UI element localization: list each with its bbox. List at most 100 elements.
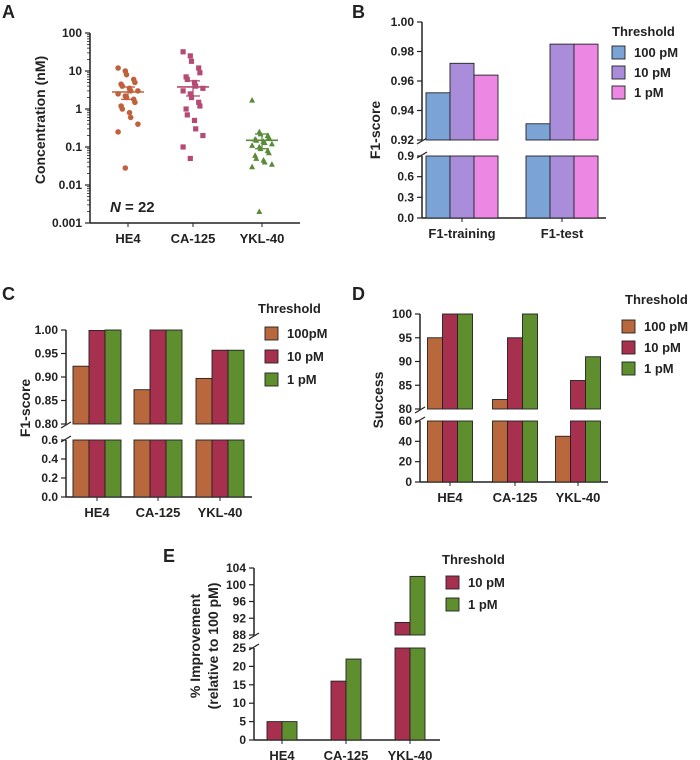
axis-break-mark bbox=[60, 435, 72, 443]
y-tick-label: 20 bbox=[233, 659, 247, 673]
panel-label-e: E bbox=[163, 546, 175, 566]
panel-b-legend-title: Threshold bbox=[612, 24, 675, 39]
panel-a-y-tick-label: 10 bbox=[69, 64, 83, 78]
n-annotation: N = 22 bbox=[110, 199, 155, 216]
bar-lower bbox=[522, 420, 538, 483]
legend-label: 1 pM bbox=[468, 597, 498, 612]
bar-lower bbox=[507, 420, 523, 483]
y-tick-label: 100 bbox=[392, 307, 412, 321]
y-tick-label: 96 bbox=[233, 595, 247, 609]
legend-label: 10 pM bbox=[644, 340, 681, 355]
bar-upper bbox=[195, 377, 213, 425]
bar-lower bbox=[585, 420, 601, 483]
bar-upper bbox=[507, 337, 523, 410]
y-tick-label: 95 bbox=[399, 331, 413, 345]
y-tick-label: 90 bbox=[399, 355, 413, 369]
y-tick-label: 0.90 bbox=[35, 370, 59, 384]
data-point bbox=[196, 65, 202, 71]
category-label: CA-125 bbox=[136, 505, 181, 520]
bar-lower bbox=[473, 155, 499, 219]
axis-break-mark bbox=[248, 632, 260, 640]
panel-label-b: B bbox=[352, 2, 365, 22]
data-point bbox=[180, 49, 186, 55]
bar-upper bbox=[473, 74, 499, 141]
data-point bbox=[115, 65, 121, 71]
category-label: CA-125 bbox=[324, 748, 369, 760]
bar-lower bbox=[457, 420, 473, 483]
bar-lower bbox=[227, 439, 245, 498]
panel-label-d: D bbox=[352, 284, 365, 304]
data-point bbox=[135, 121, 141, 127]
legend-swatch bbox=[621, 361, 636, 376]
bar-upper bbox=[104, 329, 122, 425]
bar-lower bbox=[549, 155, 575, 219]
data-point bbox=[200, 132, 206, 139]
bar-lower bbox=[570, 420, 586, 483]
bar-upper bbox=[525, 123, 551, 141]
y-tick-label: 100 bbox=[226, 578, 246, 592]
bar-lower bbox=[104, 439, 122, 498]
y-tick-label: 0.9 bbox=[397, 149, 414, 163]
data-point bbox=[261, 158, 268, 165]
panel-c-y-label: F1-score bbox=[17, 379, 33, 438]
data-point bbox=[180, 144, 186, 150]
panel-d-y-label: Success bbox=[370, 371, 386, 428]
category-label: YKL-40 bbox=[388, 748, 433, 760]
data-point bbox=[249, 97, 256, 103]
y-tick-label: 1.00 bbox=[35, 323, 59, 337]
y-tick-label: 60 bbox=[399, 414, 413, 428]
bar-lower bbox=[133, 439, 151, 498]
data-point bbox=[193, 126, 199, 132]
panel-d-legend-title: Threshold bbox=[625, 292, 688, 307]
legend-swatch bbox=[264, 349, 279, 364]
data-point bbox=[132, 99, 138, 106]
data-point bbox=[249, 163, 256, 170]
category-label: CA-125 bbox=[493, 490, 538, 505]
panel-a-y-tick-label: 0.001 bbox=[52, 216, 82, 230]
data-point bbox=[188, 58, 195, 64]
data-point bbox=[115, 129, 121, 135]
data-point bbox=[184, 76, 190, 83]
y-tick-label: 85 bbox=[399, 378, 413, 392]
data-point bbox=[180, 88, 186, 94]
y-tick-label: 20 bbox=[399, 455, 413, 469]
legend-label: 100 pM bbox=[644, 319, 688, 334]
axis-break-mark bbox=[414, 416, 426, 424]
legend-swatch bbox=[264, 372, 279, 387]
panel-a-y-tick-label: 1 bbox=[75, 102, 82, 116]
y-tick-label: 0.2 bbox=[41, 471, 58, 485]
bar-upper bbox=[427, 337, 443, 410]
data-point bbox=[268, 140, 275, 147]
bar-lower bbox=[165, 439, 183, 498]
data-point bbox=[122, 165, 129, 171]
category-label: YKL-40 bbox=[556, 490, 601, 505]
legend-swatch bbox=[264, 326, 279, 341]
bar-lower bbox=[449, 155, 475, 219]
bar-upper bbox=[227, 349, 245, 425]
y-tick-label: 1.00 bbox=[391, 15, 415, 29]
y-tick-label: 0.0 bbox=[397, 211, 414, 225]
legend-label: 10 pM bbox=[468, 575, 505, 590]
bar-upper bbox=[522, 313, 538, 410]
category-label: F1-training bbox=[428, 226, 495, 241]
panel-e-y-label-2: (relative to 100 pM) bbox=[205, 583, 221, 710]
bar-lower bbox=[72, 439, 90, 498]
data-point bbox=[123, 71, 130, 78]
bar bbox=[266, 721, 283, 741]
bar-lower bbox=[195, 439, 213, 498]
bar-lower bbox=[492, 420, 508, 483]
data-point bbox=[193, 83, 199, 89]
bar-upper bbox=[133, 389, 151, 425]
bar-lower bbox=[525, 155, 551, 219]
y-tick-label: 92 bbox=[233, 611, 247, 625]
panel-a-y-tick-label: 0.1 bbox=[65, 140, 82, 154]
panel-e-legend-title: Threshold bbox=[442, 552, 505, 567]
y-tick-label: 0.96 bbox=[391, 74, 415, 88]
bar-lower bbox=[442, 420, 458, 483]
bar-upper bbox=[165, 329, 183, 425]
legend-label: 10 pM bbox=[287, 349, 324, 364]
bar bbox=[555, 435, 571, 483]
panel-c: C F1-score 1.00 0.95 0.90 0.85 0.80 0.6 0.4 0.2… bbox=[2, 284, 327, 520]
y-tick-label: 25 bbox=[233, 641, 247, 655]
